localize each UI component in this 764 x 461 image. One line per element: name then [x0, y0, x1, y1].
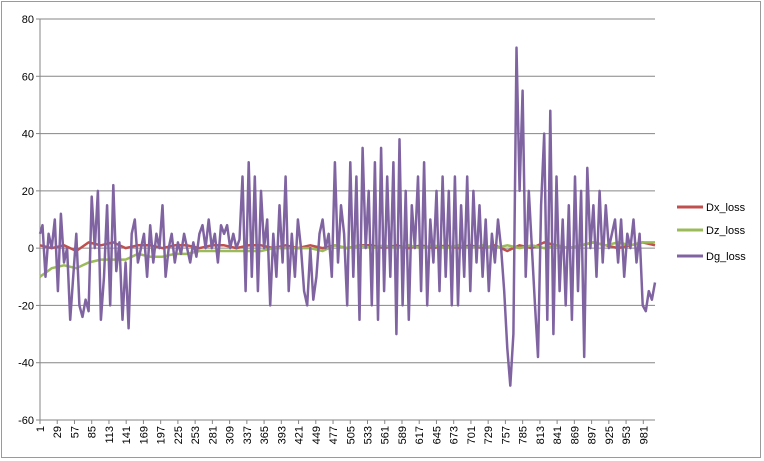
- x-tick-label: 925: [604, 426, 616, 444]
- x-tick-label: 785: [518, 426, 530, 444]
- series-lines: [38, 46, 657, 387]
- y-tick-label: -20: [18, 300, 34, 312]
- x-tick-label: 981: [638, 426, 650, 444]
- x-tick-label: 841: [552, 426, 564, 444]
- axes: [39, 19, 655, 421]
- x-tick-label: 281: [207, 426, 219, 444]
- x-tick-label: 897: [587, 426, 599, 444]
- x-tick-label: 869: [569, 426, 581, 444]
- x-tick-label: 225: [173, 426, 185, 444]
- x-tick-label: 393: [276, 426, 288, 444]
- x-tick-label: 1: [35, 426, 47, 432]
- x-tick-label: 757: [500, 426, 512, 444]
- x-tick-label: 169: [138, 426, 150, 444]
- y-tick-label: 0: [28, 243, 34, 255]
- gridlines: [40, 18, 655, 364]
- x-tick-label: 617: [414, 426, 426, 444]
- x-tick-label: 337: [242, 426, 254, 444]
- y-tick-label: 20: [22, 186, 34, 198]
- series-line-dg-loss: [38, 46, 657, 387]
- x-tick-label: 253: [190, 426, 202, 444]
- legend: Dx_loss Dz_loss Dg_loss: [677, 202, 746, 263]
- x-tick-label: 421: [294, 426, 306, 444]
- x-tick-label: 197: [156, 426, 168, 444]
- y-tick-label: 40: [22, 129, 34, 141]
- legend-label-dx-loss: Dx_loss: [706, 202, 746, 214]
- x-tick-label: 29: [52, 426, 64, 438]
- x-tick-label: 365: [259, 426, 271, 444]
- x-tick-labels: 1 29 57 85 113 141 169 197 225 253 281 309 337 365 393…: [35, 420, 650, 444]
- legend-label-dg-loss: Dg_loss: [706, 251, 746, 263]
- x-tick-label: 645: [431, 426, 443, 444]
- y-tick-label: -60: [18, 415, 34, 427]
- legend-label-dz-loss: Dz_loss: [706, 225, 746, 237]
- x-tick-label: 561: [380, 426, 392, 444]
- x-tick-label: 141: [121, 426, 133, 444]
- x-tick-label: 953: [621, 426, 633, 444]
- x-tick-label: 589: [397, 426, 409, 444]
- x-tick-label: 813: [535, 426, 547, 444]
- x-tick-label: 673: [449, 426, 461, 444]
- y-tick-label: -40: [18, 358, 34, 370]
- x-tick-label: 505: [345, 426, 357, 444]
- x-tick-label: 449: [311, 426, 323, 444]
- y-tick-label: 60: [22, 71, 34, 83]
- x-tick-label: 309: [225, 426, 237, 444]
- x-tick-label: 113: [104, 426, 116, 444]
- x-tick-label: 85: [87, 426, 99, 438]
- x-tick-label: 57: [69, 426, 81, 438]
- x-tick-label: 701: [466, 426, 478, 444]
- y-tick-label: 80: [22, 14, 34, 26]
- x-tick-label: 729: [483, 426, 495, 444]
- x-tick-label: 533: [363, 426, 375, 444]
- x-tick-label: 477: [328, 426, 340, 444]
- y-tick-labels: -60 -40 -20 0 20 40 60 80: [18, 14, 40, 427]
